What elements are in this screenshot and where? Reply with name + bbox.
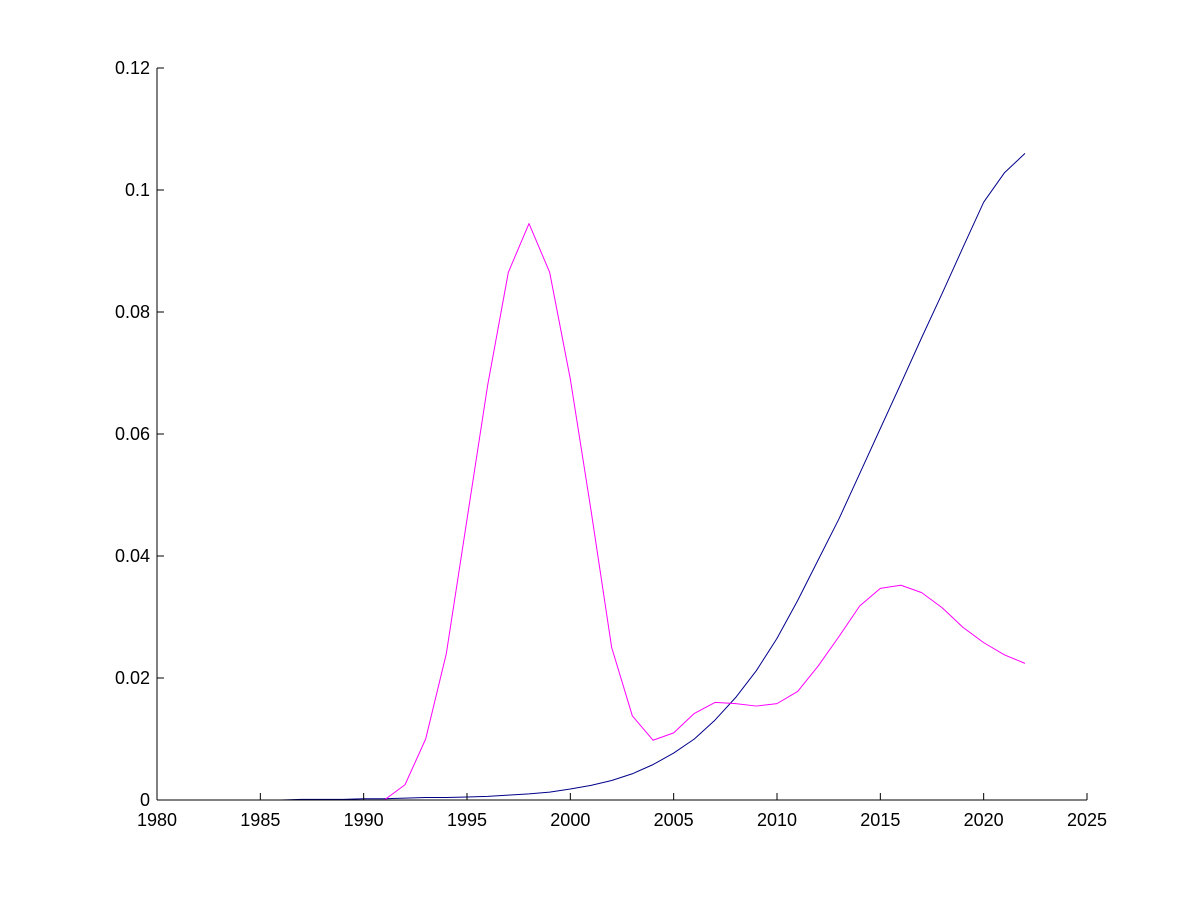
- x-tick-label: 2020: [964, 810, 1004, 830]
- y-tick-label: 0.02: [115, 668, 150, 688]
- y-tick-label: 0: [140, 790, 150, 810]
- y-tick-label: 0.12: [115, 58, 150, 78]
- x-tick-label: 1995: [447, 810, 487, 830]
- x-tick-label: 1980: [137, 810, 177, 830]
- x-tick-label: 2010: [757, 810, 797, 830]
- x-tick-label: 1990: [344, 810, 384, 830]
- y-tick-label: 0.06: [115, 424, 150, 444]
- series-layer: [157, 153, 1026, 801]
- y-tick-label: 0.1: [125, 180, 150, 200]
- series-line-2: [157, 223, 1026, 801]
- series-line-1: [157, 153, 1026, 801]
- y-tick-label: 0.04: [115, 546, 150, 566]
- x-tick-label: 2025: [1067, 810, 1107, 830]
- x-tick-label: 1985: [240, 810, 280, 830]
- y-tick-label: 0.08: [115, 302, 150, 322]
- x-tick-label: 2005: [654, 810, 694, 830]
- axes-layer: 1980 1985 1990 1995 2000 2005 2010 2015 2020 2025…: [115, 58, 1107, 830]
- x-tick-label: 2015: [860, 810, 900, 830]
- x-tick-label: 2000: [550, 810, 590, 830]
